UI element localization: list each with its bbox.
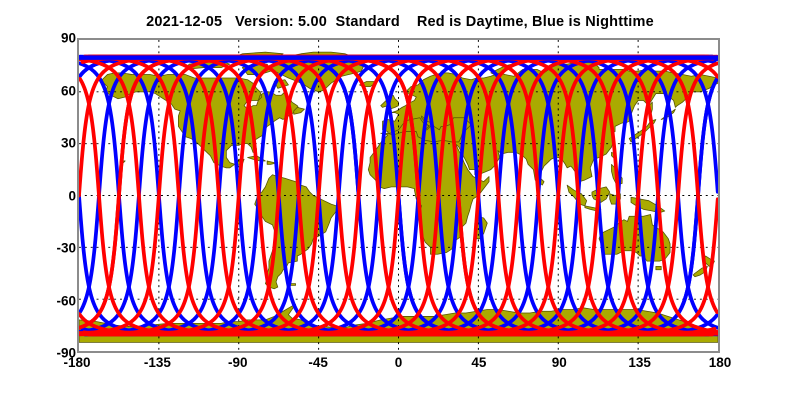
- ground-track: [356, 57, 718, 337]
- x-tick-label: -45: [308, 355, 328, 370]
- ground-track: [84, 54, 461, 335]
- ground-track: [396, 77, 718, 337]
- x-tick-label: -180: [63, 355, 91, 370]
- ground-track: [216, 54, 715, 337]
- y-tick-label: 60: [60, 83, 76, 98]
- y-tick-label: 90: [60, 30, 76, 46]
- ground-track: [137, 54, 718, 337]
- ground-track: [316, 55, 713, 337]
- ground-track: [256, 54, 710, 337]
- ground-track: [91, 54, 261, 198]
- ground-track: [79, 61, 121, 198]
- ground-track: [82, 54, 221, 198]
- ground-track: [296, 54, 718, 337]
- ground-track: [696, 193, 718, 314]
- landmass: [591, 186, 611, 203]
- ground-track: [79, 54, 421, 330]
- ground-track: [79, 77, 101, 198]
- ground-track: [87, 54, 541, 337]
- landmass: [266, 160, 279, 165]
- x-tick-label: 45: [471, 355, 487, 370]
- ground-track: [79, 54, 660, 337]
- x-tick-label: -135: [143, 355, 171, 370]
- landmass: [293, 106, 305, 115]
- ground-track: [236, 54, 706, 337]
- ground-track: [84, 56, 161, 198]
- ground-track: [676, 193, 718, 330]
- ground-track: [576, 193, 715, 337]
- plot-area: [77, 38, 720, 353]
- ground-track: [276, 54, 715, 337]
- plot-svg: [79, 40, 718, 351]
- landmass: [655, 265, 662, 271]
- y-tick-label: 0: [68, 188, 76, 203]
- y-tick-label: -60: [56, 293, 76, 308]
- x-tick-label: -90: [227, 355, 248, 370]
- ground-track: [91, 54, 561, 337]
- x-tick-label: 135: [628, 355, 651, 370]
- y-tick-label: 30: [60, 135, 76, 151]
- ground-track: [196, 54, 718, 337]
- page-title: 2021-12-05 Version: 5.00 Standard Red is…: [146, 14, 654, 30]
- ground-track: [336, 56, 713, 337]
- ground-track: [82, 54, 521, 337]
- ground-track: [84, 55, 181, 198]
- ground-track: [87, 54, 241, 198]
- x-tick-label: 180: [708, 355, 732, 370]
- x-tick-label: 90: [551, 355, 567, 370]
- ground-tracks: [79, 54, 718, 337]
- x-tick-label: 0: [394, 355, 403, 370]
- y-tick-label: -90: [56, 345, 76, 361]
- y-tick-label: -30: [56, 240, 76, 256]
- ground-track: [97, 54, 700, 337]
- ground-track: [376, 61, 718, 337]
